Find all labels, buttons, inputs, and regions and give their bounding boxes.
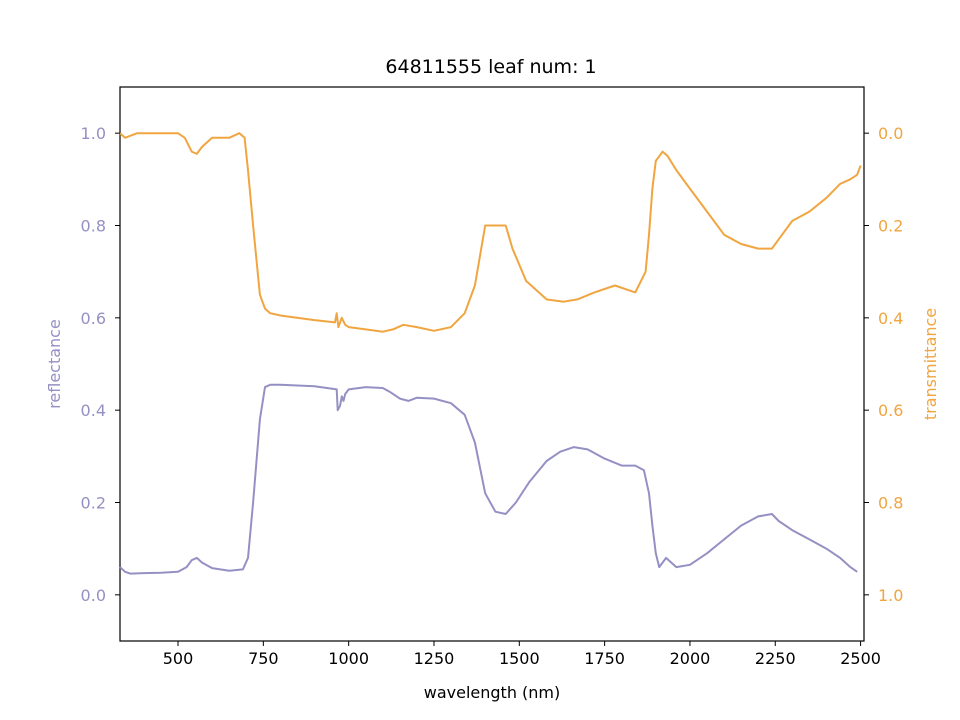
right-axis-ticks: 0.0 0.2 0.4 0.6 0.8 1.0 bbox=[864, 124, 903, 605]
chart-title: 64811555 leaf num: 1 bbox=[385, 56, 596, 78]
left-tick-label: 1.0 bbox=[81, 124, 106, 143]
left-tick-label: 0.2 bbox=[81, 494, 106, 513]
x-tick-label: 500 bbox=[163, 649, 194, 668]
left-tick-label: 0.0 bbox=[81, 586, 106, 605]
x-tick-label: 1750 bbox=[584, 649, 625, 668]
left-tick-label: 0.4 bbox=[81, 401, 106, 420]
right-tick-label: 1.0 bbox=[878, 586, 903, 605]
x-axis-label: wavelength (nm) bbox=[424, 683, 561, 702]
plot-frame bbox=[119, 86, 865, 642]
x-tick-label: 2500 bbox=[840, 649, 881, 668]
right-tick-label: 0.4 bbox=[878, 309, 903, 328]
x-tick-label: 1000 bbox=[328, 649, 369, 668]
left-axis-label: reflectance bbox=[45, 319, 64, 409]
x-tick-label: 2250 bbox=[755, 649, 796, 668]
x-tick-label: 750 bbox=[248, 649, 279, 668]
series-line-transmittance bbox=[119, 132, 862, 333]
series-layer bbox=[119, 132, 862, 575]
x-tick-label: 2000 bbox=[670, 649, 711, 668]
right-axis-label: transmittance bbox=[921, 308, 940, 420]
right-tick-label: 0.6 bbox=[878, 401, 903, 420]
series-line-reflectance bbox=[119, 383, 858, 575]
left-axis-ticks: 0.0 0.2 0.4 0.6 0.8 1.0 bbox=[81, 124, 120, 605]
right-tick-label: 0.0 bbox=[878, 124, 903, 143]
left-tick-label: 0.8 bbox=[81, 217, 106, 236]
left-tick-label: 0.6 bbox=[81, 309, 106, 328]
x-tick-label: 1250 bbox=[414, 649, 455, 668]
x-axis-ticks: 500 750 1000 1250 1500 1750 2000 2250 2500 bbox=[163, 641, 881, 668]
right-tick-label: 0.2 bbox=[878, 217, 903, 236]
right-tick-label: 0.8 bbox=[878, 494, 903, 513]
x-tick-label: 1500 bbox=[499, 649, 540, 668]
